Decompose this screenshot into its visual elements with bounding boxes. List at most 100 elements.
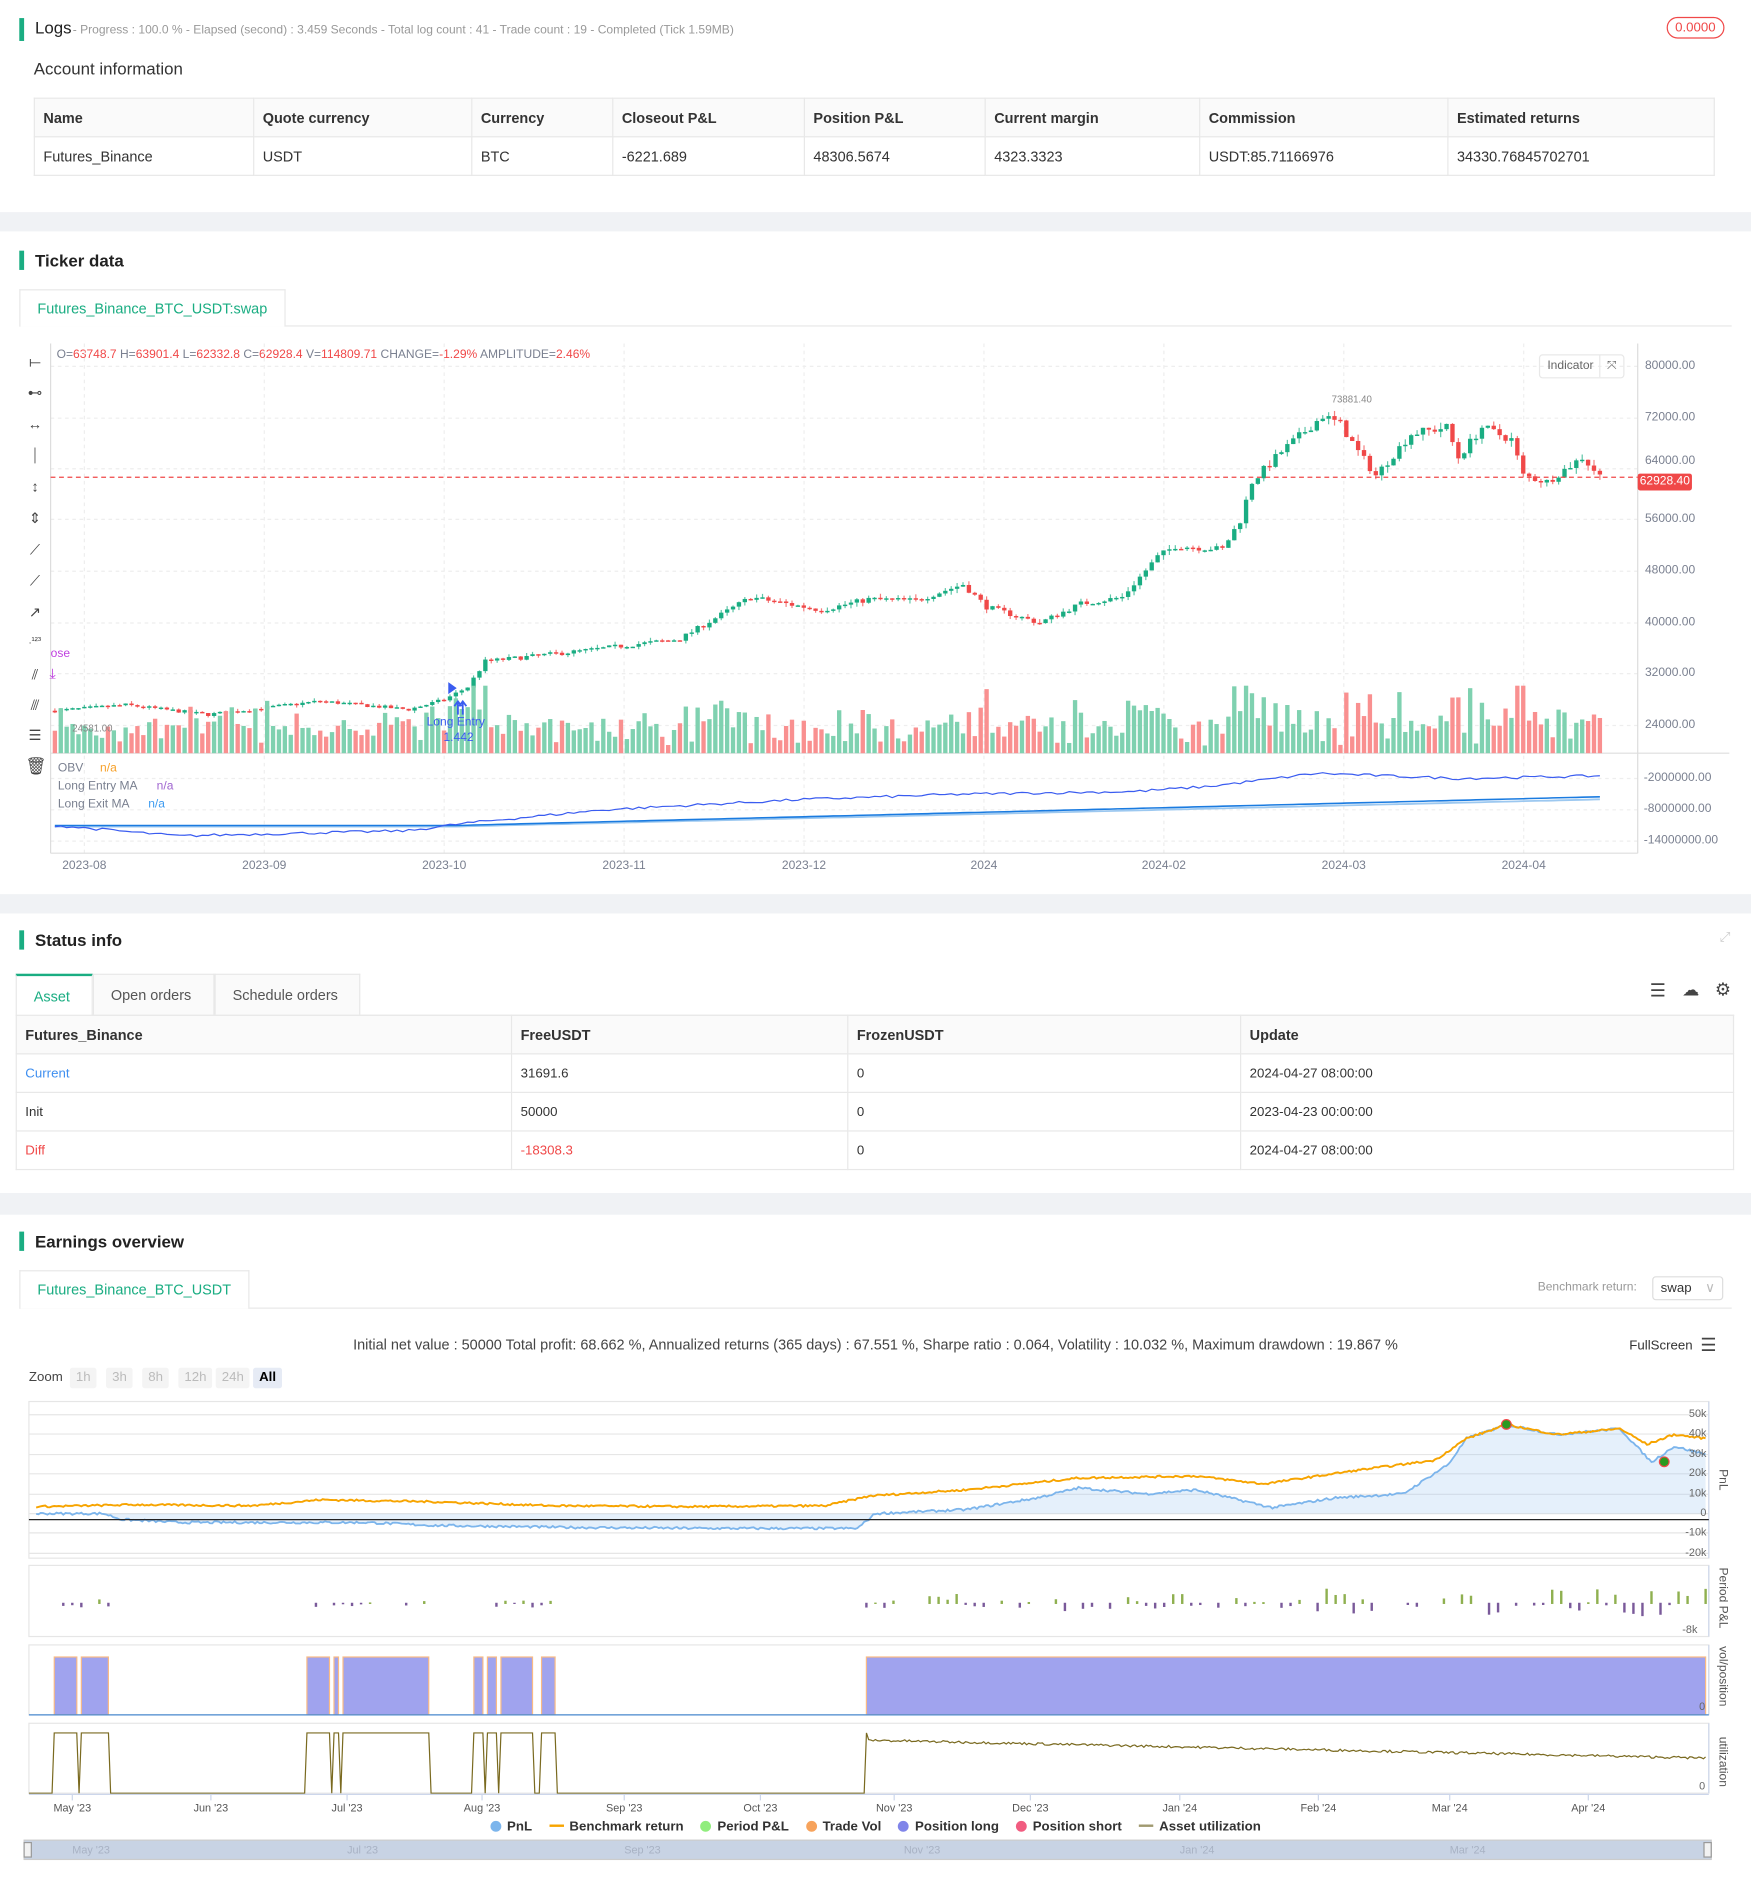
horizontal-ray-tool-icon[interactable]: ⊷ [27,384,43,402]
candle-body [1202,550,1207,552]
period-pnl-bar [1090,1602,1094,1607]
period-pnl-bar [1126,1597,1130,1604]
volume-bar [465,707,470,754]
gear-icon[interactable]: ⚙ [1714,979,1732,1001]
earnings-chart[interactable] [0,1392,1751,1874]
expand-icon[interactable]: ⤢ [1719,930,1731,945]
profit-badge: 0.0000 [1666,16,1725,39]
vertical-ray-tool-icon[interactable]: ↕ [31,478,39,496]
zoom-1h-button[interactable]: 1h [69,1367,97,1389]
period-pnl-bar [982,1602,985,1607]
volume-bar [842,741,848,754]
volume-bar [1214,724,1219,754]
tab-ticker-symbol[interactable]: Futures_Binance_BTC_USDT:swap [19,289,286,327]
long-entry-ma-line [54,796,1600,827]
candle-body [624,647,630,649]
legend-label: Asset utilization [1159,1819,1261,1835]
date-tick-label: 2024-04 [1501,859,1546,873]
volume-bar [795,742,801,754]
axis-title: Period P&L [1716,1567,1730,1629]
volume-bar [1243,685,1249,754]
volume-bar [565,722,571,754]
legend-exit-ma: Long Exit MA n/a [58,795,174,813]
benchmark-select[interactable]: swap ∨ [1652,1276,1724,1301]
parallel-channel-tool-icon[interactable]: ⫽ [31,666,39,684]
tab-open-orders[interactable]: Open orders [92,973,215,1015]
expand-icon[interactable]: ⤧ [1599,355,1623,378]
zoom-all-button[interactable]: All [253,1367,283,1389]
fibonacci-tool-icon[interactable]: ⫻ [30,696,40,714]
cell[interactable]: Current [15,1053,513,1094]
zoom-8h-button[interactable]: 8h [142,1367,170,1389]
horizontal-line-tool-icon[interactable]: ⟝ [28,353,41,370]
legend-item[interactable]: Position short [1015,1820,1122,1836]
tab-earnings-symbol[interactable]: Futures_Binance_BTC_USDT [19,1270,250,1309]
volume-bar [654,723,659,754]
horizontal-lines-tool-icon[interactable]: ☰ [28,726,42,744]
legend-item[interactable]: Trade Vol [805,1820,881,1836]
benchmark-line [35,1423,1706,1509]
candle-body [141,706,146,709]
volume-bar [943,722,948,754]
candle-body [636,644,641,647]
trend-line-tool-icon[interactable]: ⟋ [29,541,41,558]
zoom-24h-button[interactable]: 24h [215,1367,250,1389]
trash-icon[interactable]: 🗑 [25,755,47,775]
volume-bar [1355,702,1361,754]
ray-line-tool-icon[interactable]: ⟋ [29,572,41,590]
candle-body [117,705,122,707]
vertical-line-tool-icon[interactable]: ⏐ [30,447,40,464]
candlestick-chart[interactable] [0,337,1751,891]
candle-body [318,700,323,703]
candle-body [648,641,653,643]
pnl-tick-label: 50k [1688,1407,1707,1420]
horizontal-segment-tool-icon[interactable]: ↔ [27,415,43,433]
period-pnl-bar [1677,1591,1680,1604]
volume-bar [211,721,217,754]
price-label-tool-icon[interactable]: .¹²³ [28,635,42,646]
candle-body [1255,478,1261,484]
volume-bar [636,721,641,754]
legend-item[interactable]: Period P&L [700,1820,789,1836]
indicator-button[interactable]: Indicator ⤧ [1538,354,1625,379]
candle-body [453,692,459,697]
zoom-3h-button[interactable]: 3h [106,1367,133,1389]
candle-body [878,597,883,600]
legend-item[interactable]: Asset utilization [1138,1819,1261,1836]
tab-schedule-orders[interactable]: Schedule orders [214,973,361,1015]
volume-bar [972,736,977,754]
volume-bar [494,725,500,754]
legend-obv: OBV n/a [58,759,174,777]
volume-bar [1485,719,1491,754]
cloud-download-icon[interactable]: ☁ [1682,979,1700,1000]
fullscreen-button[interactable]: FullScreen [1629,1338,1693,1354]
l-label: L= [182,348,197,362]
date-tick-label: 2023-08 [62,859,107,873]
candle-body [1338,419,1343,422]
list-icon[interactable]: ☰ [1649,980,1666,1002]
pnl-tick-label: -10k [1685,1525,1707,1538]
legend-line-icon [548,1824,564,1827]
candle-body [1432,429,1437,432]
period-pnl-bar [1668,1602,1671,1606]
legend-item[interactable]: Position long [898,1820,999,1836]
navigator-handle-right [1703,1841,1712,1858]
segment-tool-icon[interactable]: ↗ [28,603,42,621]
volume-bar [141,735,146,754]
volume-bar [860,709,865,754]
candle-body [182,710,187,713]
legend-item[interactable]: Benchmark return [548,1820,684,1836]
vertical-segment-tool-icon[interactable]: ⇕ [28,509,42,527]
volume-bar [1049,717,1054,754]
period-pnl-bar [1217,1602,1220,1608]
volume-bar [1432,728,1437,754]
volume-bar [949,714,954,754]
period-pnl-bar [80,1602,83,1608]
zoom-12h-button[interactable]: 12h [178,1367,213,1389]
candle-body [884,598,889,600]
pane-frame [28,1564,1710,1638]
tab-asset[interactable]: Asset [15,973,93,1016]
legend-item[interactable]: PnL [490,1820,532,1836]
menu-icon[interactable]: ☰ [1700,1335,1717,1356]
volume-bar [1102,720,1107,754]
